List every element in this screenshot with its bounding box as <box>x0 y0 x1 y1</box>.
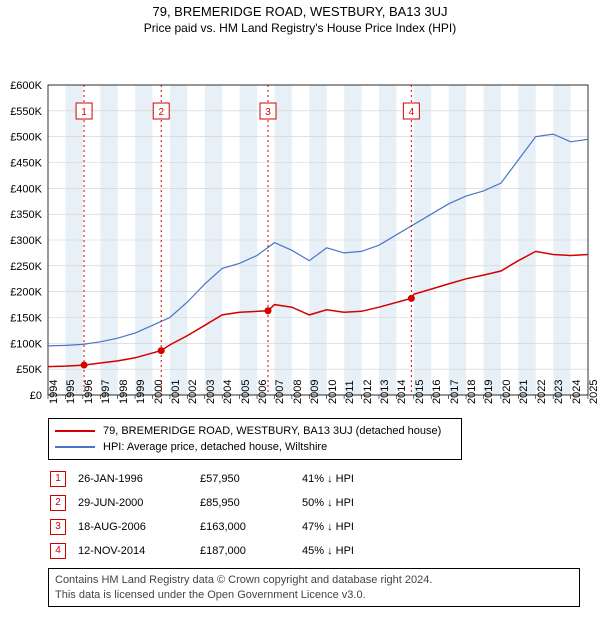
sale-marker-icon: 3 <box>50 519 66 535</box>
sale-pct: 45% ↓ HPI <box>302 540 364 562</box>
legend-row: 79, BREMERIDGE ROAD, WESTBURY, BA13 3UJ … <box>55 423 455 439</box>
legend-row: HPI: Average price, detached house, Wilt… <box>55 439 455 455</box>
svg-text:4: 4 <box>409 107 415 118</box>
sale-pct: 41% ↓ HPI <box>302 468 364 490</box>
svg-text:£200K: £200K <box>10 287 42 299</box>
svg-text:1: 1 <box>81 107 87 118</box>
sale-date: 26-JAN-1996 <box>78 468 198 490</box>
legend-swatch <box>55 446 95 448</box>
sale-price: £85,950 <box>200 492 300 514</box>
svg-text:2: 2 <box>158 107 164 118</box>
page-subtitle: Price paid vs. HM Land Registry's House … <box>0 21 600 35</box>
table-row: 4 12-NOV-2014£187,00045% ↓ HPI <box>50 540 364 562</box>
price-chart: £0 £50K £100K £150K £200K £250K £300K £350K £400… <box>0 39 600 399</box>
svg-text:3: 3 <box>265 107 271 118</box>
svg-text:£150K: £150K <box>10 313 42 325</box>
svg-text:£100K: £100K <box>10 338 42 350</box>
sale-marker-icon: 1 <box>50 471 66 487</box>
svg-text:£450K: £450K <box>10 158 42 170</box>
page-title: 79, BREMERIDGE ROAD, WESTBURY, BA13 3UJ <box>0 4 600 19</box>
sale-date: 18-AUG-2006 <box>78 516 198 538</box>
svg-text:£600K: £600K <box>10 80 42 92</box>
svg-text:£400K: £400K <box>10 183 42 195</box>
sale-date: 12-NOV-2014 <box>78 540 198 562</box>
svg-text:£250K: £250K <box>10 261 42 273</box>
legend-label: 79, BREMERIDGE ROAD, WESTBURY, BA13 3UJ … <box>103 425 441 437</box>
table-row: 1 26-JAN-1996£57,95041% ↓ HPI <box>50 468 364 490</box>
svg-text:£50K: £50K <box>16 364 42 376</box>
svg-text:£0: £0 <box>30 390 42 399</box>
svg-text:£500K: £500K <box>10 132 42 144</box>
svg-text:£550K: £550K <box>10 106 42 118</box>
sale-price: £57,950 <box>200 468 300 490</box>
table-row: 3 18-AUG-2006£163,00047% ↓ HPI <box>50 516 364 538</box>
sales-table: 1 26-JAN-1996£57,95041% ↓ HPI 2 29-JUN-2000… <box>48 466 366 564</box>
footnote: Contains HM Land Registry data © Crown c… <box>48 568 580 607</box>
legend-swatch <box>55 430 95 432</box>
sale-pct: 47% ↓ HPI <box>302 516 364 538</box>
legend-label: HPI: Average price, detached house, Wilt… <box>103 441 327 453</box>
svg-text:£300K: £300K <box>10 235 42 247</box>
sale-marker-icon: 4 <box>50 543 66 559</box>
footnote-line: This data is licensed under the Open Gov… <box>55 588 573 602</box>
legend: 79, BREMERIDGE ROAD, WESTBURY, BA13 3UJ … <box>48 418 462 460</box>
sale-price: £187,000 <box>200 540 300 562</box>
svg-text:£350K: £350K <box>10 209 42 221</box>
sale-date: 29-JUN-2000 <box>78 492 198 514</box>
sale-price: £163,000 <box>200 516 300 538</box>
sale-pct: 50% ↓ HPI <box>302 492 364 514</box>
footnote-line: Contains HM Land Registry data © Crown c… <box>55 573 573 587</box>
table-row: 2 29-JUN-2000£85,95050% ↓ HPI <box>50 492 364 514</box>
sale-marker-icon: 2 <box>50 495 66 511</box>
